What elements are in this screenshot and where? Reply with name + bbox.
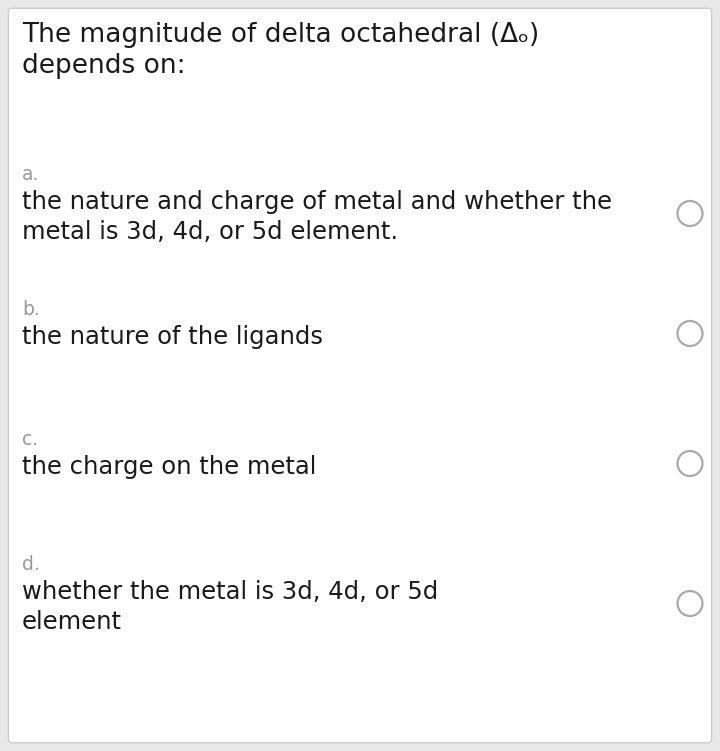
Text: the nature of the ligands: the nature of the ligands [22,325,323,349]
Text: element: element [22,610,122,634]
Text: a.: a. [22,165,40,184]
Text: metal is 3d, 4d, or 5d element.: metal is 3d, 4d, or 5d element. [22,220,398,244]
Text: the charge on the metal: the charge on the metal [22,455,316,479]
Text: b.: b. [22,300,40,319]
Text: c.: c. [22,430,38,449]
Text: depends on:: depends on: [22,53,186,79]
Text: whether the metal is 3d, 4d, or 5d: whether the metal is 3d, 4d, or 5d [22,580,438,604]
Text: the nature and charge of metal and whether the: the nature and charge of metal and wheth… [22,190,612,214]
Text: The magnitude of delta octahedral (Δₒ): The magnitude of delta octahedral (Δₒ) [22,22,539,48]
Text: d.: d. [22,555,40,574]
